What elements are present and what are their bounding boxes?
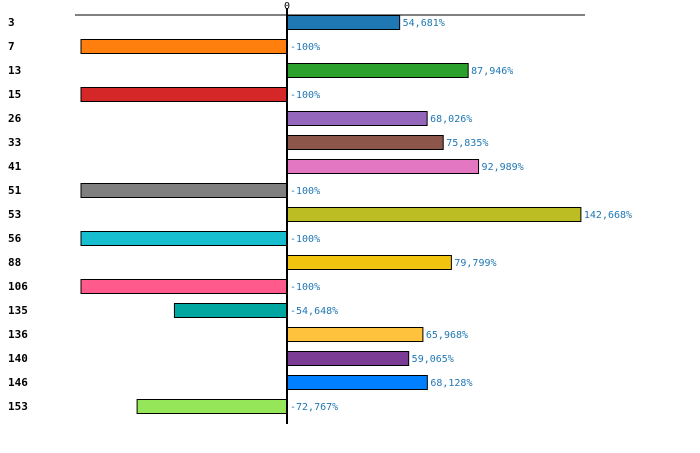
category-label: 88 [8, 256, 21, 269]
value-label: 59,065% [412, 354, 454, 365]
bar [286, 255, 452, 270]
category-label: 135 [8, 304, 28, 317]
value-label: -100% [290, 186, 320, 197]
bar [136, 399, 288, 414]
bar [80, 39, 288, 54]
bar [286, 327, 424, 342]
bar [286, 111, 428, 126]
value-label: -100% [290, 42, 320, 53]
value-label: 92,989% [482, 162, 524, 173]
value-label: -100% [290, 282, 320, 293]
category-label: 26 [8, 112, 22, 125]
category-label: 41 [8, 160, 22, 173]
category-label: 56 [8, 232, 22, 245]
bar [286, 351, 410, 366]
category-label: 3 [8, 16, 15, 29]
bar [286, 207, 582, 222]
bar [80, 183, 288, 198]
category-label: 146 [8, 376, 28, 389]
bar [286, 135, 444, 150]
bar [286, 375, 428, 390]
category-label: 13 [8, 64, 21, 77]
value-label: -100% [290, 90, 320, 101]
value-label: 142,668% [584, 210, 632, 221]
category-label: 51 [8, 184, 22, 197]
category-label: 136 [8, 328, 28, 341]
bar [286, 15, 401, 30]
value-label: 87,946% [471, 66, 513, 77]
category-label: 53 [8, 208, 21, 221]
value-label: 68,128% [430, 378, 472, 389]
value-label: 68,026% [430, 114, 472, 125]
category-label: 33 [8, 136, 21, 149]
bar [286, 159, 480, 174]
value-label: 54,681% [403, 18, 445, 29]
value-label: -54,648% [290, 306, 338, 317]
category-label: 106 [8, 280, 28, 293]
bar [173, 303, 288, 318]
value-label: -100% [290, 234, 320, 245]
value-label: 65,968% [426, 330, 468, 341]
category-label: 140 [8, 352, 28, 365]
value-label: 79,799% [454, 258, 496, 269]
value-label: 75,835% [446, 138, 488, 149]
category-label: 7 [8, 40, 15, 53]
value-label: -72,767% [290, 402, 338, 413]
bar [80, 279, 288, 294]
category-label: 153 [8, 400, 28, 413]
bar [80, 87, 288, 102]
zero-tick-label: 0 [284, 1, 290, 12]
bar [80, 231, 288, 246]
category-label: 15 [8, 88, 21, 101]
bar [286, 63, 469, 78]
